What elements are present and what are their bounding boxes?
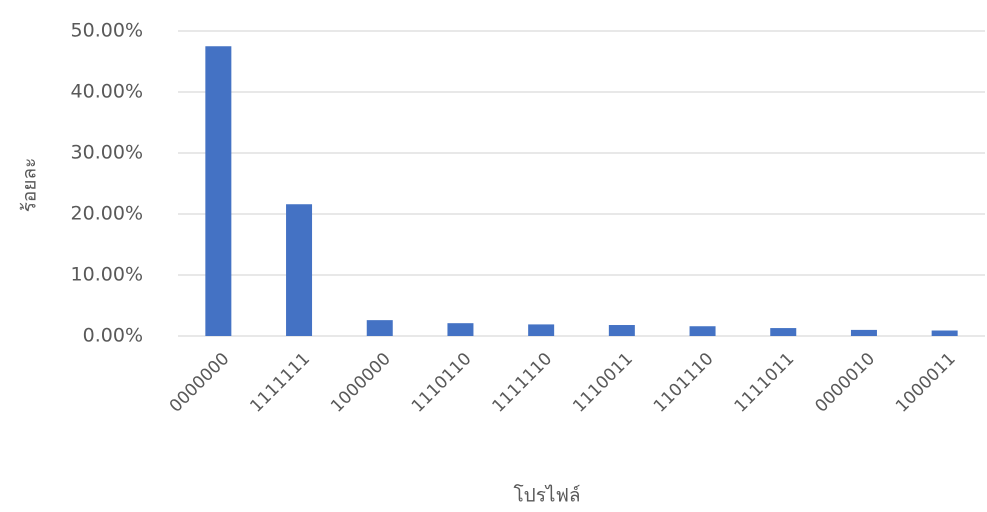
bar (528, 324, 555, 336)
bar (205, 46, 232, 336)
y-tick-label: 30.00% (71, 142, 143, 164)
x-tick-label: 1111110 (489, 349, 557, 417)
bar (286, 204, 313, 336)
bar (850, 329, 877, 336)
x-tick-label: 1000011 (892, 349, 960, 417)
x-tick-label: 1111011 (731, 349, 799, 417)
y-tick-label: 10.00% (71, 264, 143, 286)
y-tick-label: 50.00% (71, 20, 143, 42)
x-tick-label: 1110110 (408, 349, 476, 417)
x-tick-label: 1000000 (327, 349, 395, 417)
y-tick-label: 20.00% (71, 203, 143, 225)
bar (931, 330, 958, 336)
x-tick-label: 1101110 (650, 349, 718, 417)
bar (366, 320, 393, 336)
bar (608, 325, 635, 336)
x-tick-label: 1111111 (246, 349, 314, 417)
y-tick-label: 40.00% (71, 81, 143, 103)
y-axis-title: ร้อยละ (19, 158, 41, 213)
bar (689, 326, 716, 336)
x-axis-title: โปรไฟล์ (513, 484, 580, 507)
bar (447, 323, 474, 336)
y-tick-label: 0.00% (83, 325, 143, 347)
x-tick-label: 1110011 (569, 349, 637, 417)
x-tick-label: 0000000 (166, 349, 234, 417)
bar (770, 328, 797, 336)
x-tick-label: 0000010 (811, 349, 879, 417)
